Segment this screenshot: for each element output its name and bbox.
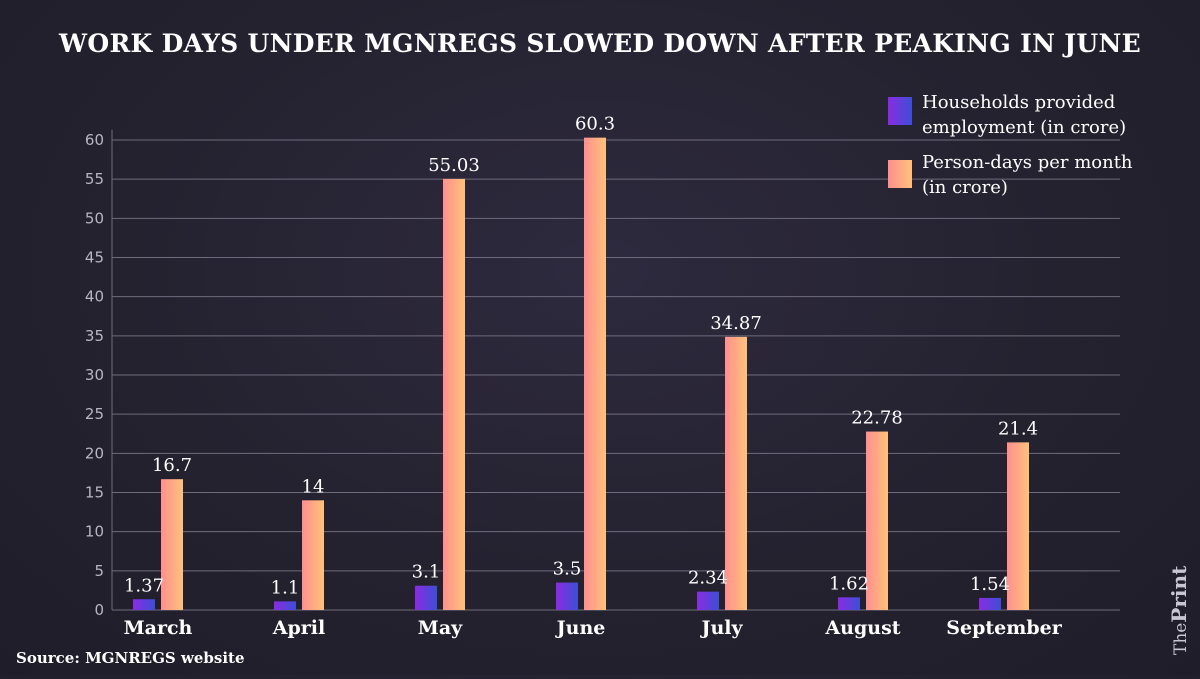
y-tick-label: 40 bbox=[85, 288, 104, 306]
x-tick-label-september: September bbox=[946, 617, 1062, 639]
value-label-person-days-april: 14 bbox=[302, 476, 325, 497]
value-label-households-march: 1.37 bbox=[124, 575, 164, 596]
y-tick-label: 25 bbox=[85, 405, 104, 423]
x-tick-label-april: April bbox=[272, 617, 325, 639]
legend-label-households-line2: employment (in crore) bbox=[922, 117, 1126, 138]
value-label-person-days-june: 60.3 bbox=[575, 114, 615, 135]
y-tick-label: 30 bbox=[85, 366, 104, 384]
bars bbox=[133, 137, 1029, 610]
value-labels: 1.37 16.7 1.1 14 3.1 55.03 3.5 60.3 2.34 34.87 1.6… bbox=[124, 114, 1038, 599]
x-tick-label-august: August bbox=[824, 617, 900, 639]
y-tick-label: 55 bbox=[85, 170, 104, 188]
x-tick-label-march: March bbox=[124, 617, 193, 639]
value-label-households-september: 1.54 bbox=[970, 574, 1010, 595]
bar-households-april bbox=[274, 601, 296, 610]
x-tick-label-june: June bbox=[555, 617, 606, 639]
source-note: Source: MGNREGS website bbox=[16, 649, 245, 667]
brand-logo: ThePrint bbox=[1167, 565, 1191, 655]
value-label-households-august: 1.62 bbox=[829, 573, 869, 594]
value-label-person-days-august: 22.78 bbox=[851, 408, 903, 429]
x-tick-label-july: July bbox=[699, 617, 743, 639]
y-tick-label: 20 bbox=[85, 444, 104, 462]
bar-households-september bbox=[979, 597, 1001, 610]
x-tick-label-may: May bbox=[418, 617, 463, 639]
bar-person-days-july bbox=[725, 336, 747, 610]
gridlines bbox=[112, 139, 1120, 611]
value-label-households-may: 3.1 bbox=[412, 562, 441, 583]
bar-households-march bbox=[133, 599, 155, 610]
legend: Households provided employment (in crore… bbox=[888, 92, 1133, 198]
bar-person-days-september bbox=[1007, 442, 1029, 610]
brand-logo-text: ThePrint bbox=[1167, 565, 1191, 655]
legend-label-person-days-line1: Person-days per month bbox=[922, 152, 1133, 173]
y-tick-label: 5 bbox=[94, 562, 104, 580]
bar-person-days-march bbox=[161, 479, 183, 610]
y-tick-label: 45 bbox=[85, 249, 104, 267]
value-label-households-july: 2.34 bbox=[688, 568, 728, 589]
chart-title: WORK DAYS UNDER MGNREGS SLOWED DOWN AFTE… bbox=[58, 29, 1141, 58]
bar-households-july bbox=[697, 591, 719, 610]
bar-person-days-august bbox=[866, 431, 888, 610]
bar-person-days-may bbox=[443, 178, 465, 610]
y-tick-label: 0 bbox=[94, 601, 104, 619]
legend-label-households-line1: Households provided bbox=[922, 92, 1115, 113]
legend-label-person-days-line2: (in crore) bbox=[922, 177, 1008, 198]
value-label-households-june: 3.5 bbox=[553, 559, 582, 580]
value-label-person-days-july: 34.87 bbox=[710, 313, 762, 334]
legend-swatch-person-days bbox=[888, 160, 912, 188]
value-label-person-days-march: 16.7 bbox=[152, 455, 192, 476]
bar-person-days-april bbox=[302, 500, 324, 610]
value-label-person-days-may: 55.03 bbox=[428, 155, 480, 176]
bar-households-june bbox=[556, 582, 578, 610]
legend-swatch-households bbox=[888, 97, 912, 125]
y-tick-label: 50 bbox=[85, 209, 104, 227]
y-tick-label: 10 bbox=[85, 523, 104, 541]
value-label-households-april: 1.1 bbox=[271, 577, 300, 598]
y-axis: 0 5 10 15 20 25 30 35 40 45 50 55 60 bbox=[85, 130, 113, 619]
bar-households-may bbox=[415, 585, 437, 610]
y-tick-label: 60 bbox=[85, 131, 104, 149]
value-label-person-days-september: 21.4 bbox=[998, 418, 1038, 439]
y-tick-label: 15 bbox=[85, 484, 104, 502]
bar-households-august bbox=[838, 597, 860, 610]
y-tick-label: 35 bbox=[85, 327, 104, 345]
bar-person-days-june bbox=[584, 137, 606, 610]
x-axis-labels: March April May June July August September bbox=[124, 617, 1063, 639]
